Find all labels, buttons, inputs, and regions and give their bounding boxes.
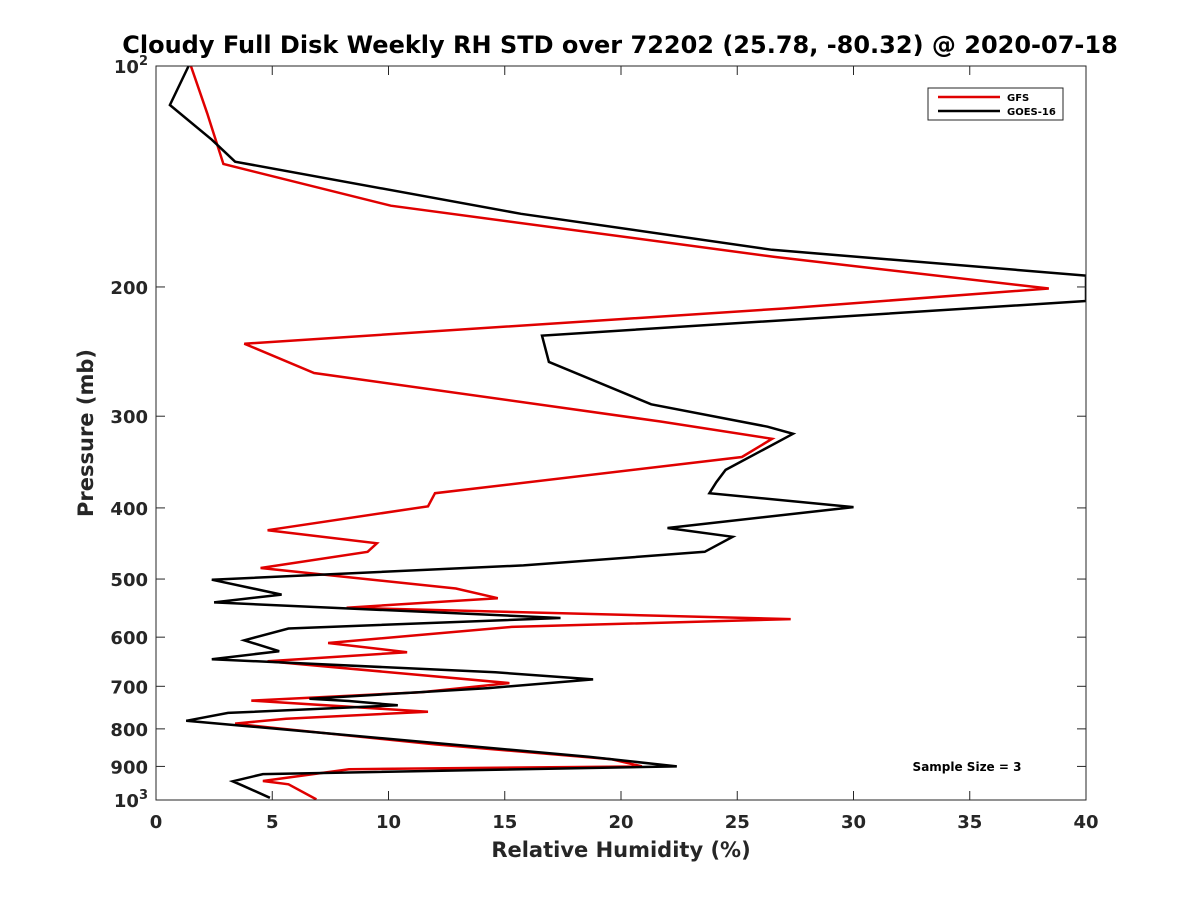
x-axis-label: Relative Humidity (%) xyxy=(491,838,750,862)
y-tick-label: 600 xyxy=(110,628,148,649)
y-tick-label: 500 xyxy=(110,570,148,591)
series-line-goes16 xyxy=(168,66,1086,799)
x-tick-label: 10 xyxy=(376,812,401,833)
legend-box xyxy=(927,87,1064,121)
x-tick-label: 30 xyxy=(841,812,866,833)
plot-frame xyxy=(155,65,1087,801)
x-tick-label: 35 xyxy=(957,812,982,833)
y-axis: 102 200 300 400 500 600 700 800 900 103 xyxy=(110,54,1086,812)
y-tick-label: 700 xyxy=(110,677,148,698)
chart-title: Cloudy Full Disk Weekly RH STD over 7220… xyxy=(122,31,1118,59)
y-tick-label: 400 xyxy=(110,499,148,520)
x-tick-label: 20 xyxy=(608,812,633,833)
x-tick-label: 15 xyxy=(492,812,517,833)
y-tick-label: 300 xyxy=(110,407,148,428)
x-tick-label: 25 xyxy=(725,812,750,833)
x-axis: 0 5 10 15 20 25 30 35 40 xyxy=(150,66,1099,833)
y-tick-label: 900 xyxy=(110,757,148,778)
series-layer xyxy=(168,66,1086,800)
x-tick-label: 5 xyxy=(266,812,279,833)
sample-size-annotation: Sample Size = 3 xyxy=(913,760,1022,774)
legend-label-goes16: GOES-16 xyxy=(1007,107,1056,118)
legend-label-gfs: GFS xyxy=(1007,93,1029,104)
y-tick-label: 103 xyxy=(114,788,148,812)
y-axis-label: Pressure (mb) xyxy=(74,349,98,517)
y-tick-label: 200 xyxy=(110,278,148,299)
x-tick-label: 40 xyxy=(1073,812,1098,833)
legend: GFS GOES-16 xyxy=(927,87,1064,121)
y-tick-label: 102 xyxy=(114,54,148,78)
x-tick-label: 0 xyxy=(150,812,163,833)
y-tick-label: 800 xyxy=(110,720,148,741)
